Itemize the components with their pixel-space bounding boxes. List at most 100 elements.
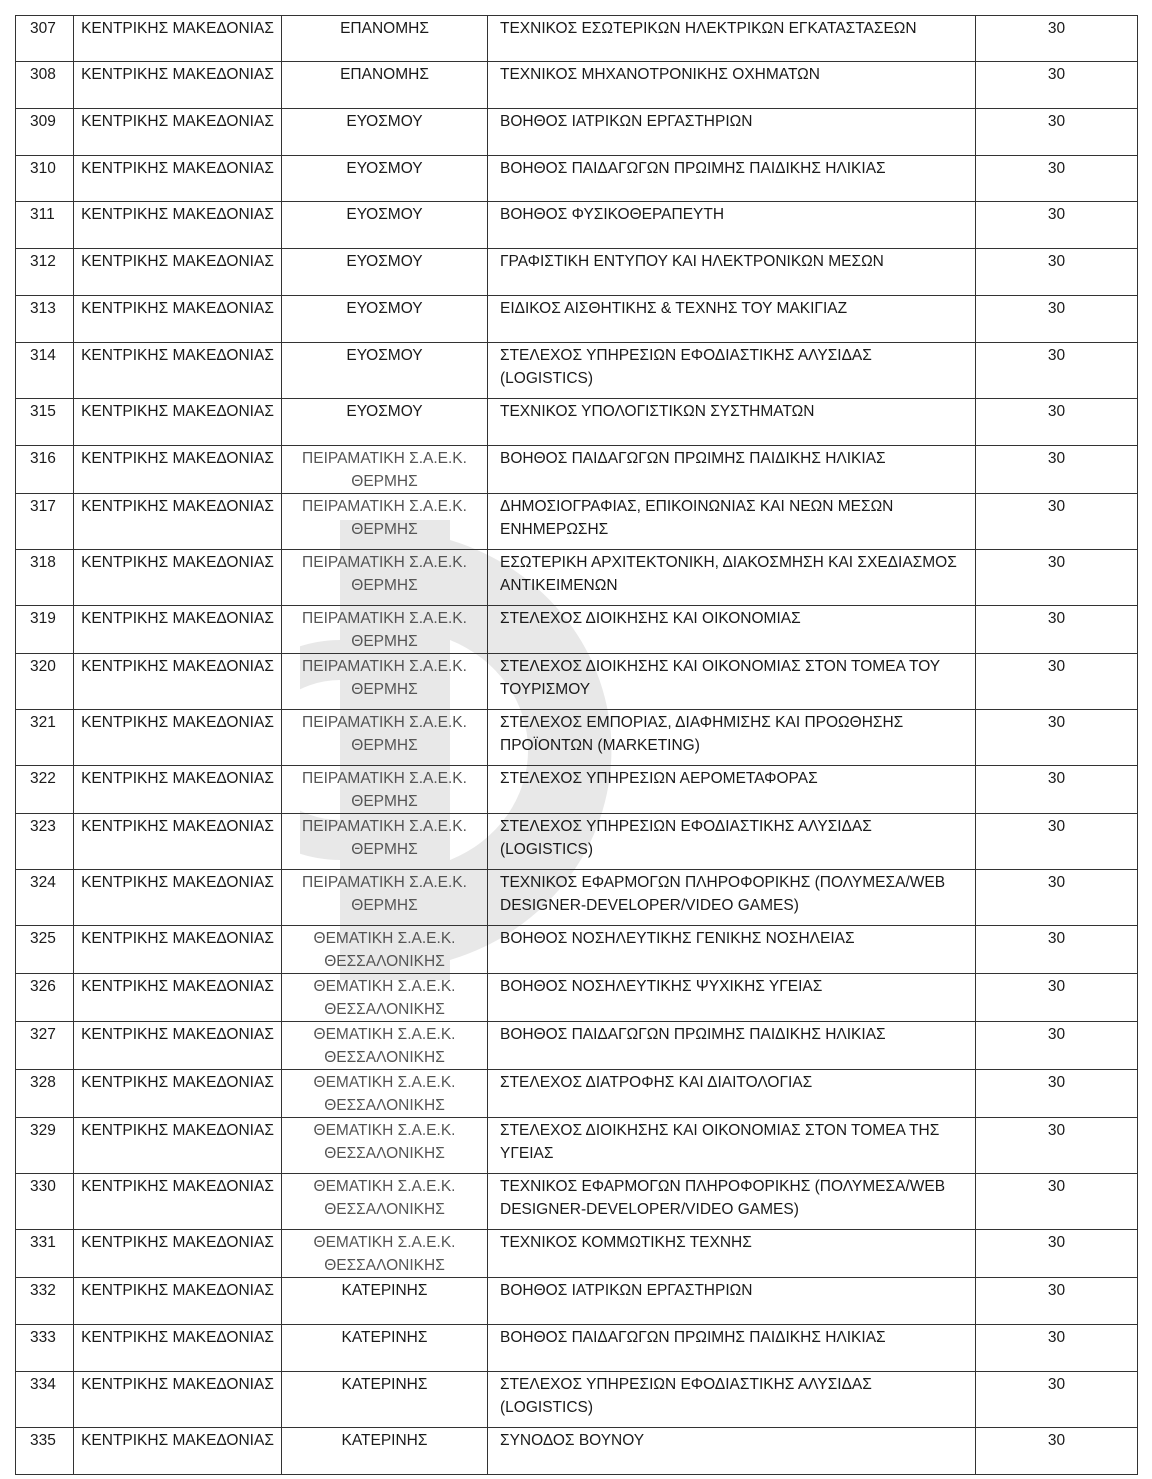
seats-cell: 30 — [975, 155, 1138, 202]
seats-cell: 30 — [975, 1324, 1138, 1372]
row-number: 329 — [15, 1117, 74, 1174]
table-row: 323 ΚΕΝΤΡΙΚΗΣ ΜΑΚΕΔΟΝΙΑΣ ΠΕΙΡΑΜΑΤΙΚΗ Σ.Α.Ε… — [15, 813, 1138, 870]
seats-cell: 30 — [975, 765, 1138, 814]
specialty-cell: ΕΙΔΙΚΟΣ ΑΙΣΘΗΤΙΚΗΣ & ΤΕΧΝΗΣ ΤΟΥ ΜΑΚΙΓΙΑΖ — [487, 295, 976, 343]
region-cell: ΚΕΝΤΡΙΚΗΣ ΜΑΚΕΔΟΝΙΑΣ — [73, 1229, 282, 1278]
school-cell: ΚΑΤΕΡΙΝΗΣ — [281, 1277, 488, 1325]
region-cell: ΚΕΝΤΡΙΚΗΣ ΜΑΚΕΔΟΝΙΑΣ — [73, 709, 282, 766]
school-cell: ΠΕΙΡΑΜΑΤΙΚΗ Σ.Α.Ε.Κ. ΘΕΡΜΗΣ — [281, 549, 488, 606]
region-cell: ΚΕΝΤΡΙΚΗΣ ΜΑΚΕΔΟΝΙΑΣ — [73, 765, 282, 814]
school-cell: ΕΥΟΣΜΟΥ — [281, 155, 488, 202]
row-number: 327 — [15, 1021, 74, 1070]
row-number: 333 — [15, 1324, 74, 1372]
seats-cell: 30 — [975, 925, 1138, 974]
school-cell: ΘΕΜΑΤΙΚΗ Σ.Α.Ε.Κ. ΘΕΣΣΑΛΟΝΙΚΗΣ — [281, 925, 488, 974]
table-row: 307 ΚΕΝΤΡΙΚΗΣ ΜΑΚΕΔΟΝΙΑΣ ΕΠΑΝΟΜΗΣ ΤΕΧΝΙΚΟΣ … — [15, 15, 1138, 62]
specialty-cell: ΒΟΗΘΟΣ ΠΑΙΔΑΓΩΓΩΝ ΠΡΩΙΜΗΣ ΠΑΙΔΙΚΗΣ ΗΛΙΚΙ… — [487, 445, 976, 494]
seats-cell: 30 — [975, 1427, 1138, 1475]
school-cell: ΚΑΤΕΡΙΝΗΣ — [281, 1324, 488, 1372]
row-number: 334 — [15, 1371, 74, 1428]
seats-cell: 30 — [975, 1117, 1138, 1174]
region-cell: ΚΕΝΤΡΙΚΗΣ ΜΑΚΕΔΟΝΙΑΣ — [73, 973, 282, 1022]
specialty-cell: ΣΤΕΛΕΧΟΣ ΥΠΗΡΕΣΙΩΝ ΑΕΡΟΜΕΤΑΦΟΡΑΣ — [487, 765, 976, 814]
region-cell: ΚΕΝΤΡΙΚΗΣ ΜΑΚΕΔΟΝΙΑΣ — [73, 1021, 282, 1070]
seats-cell: 30 — [975, 15, 1138, 62]
specialty-cell: ΣΤΕΛΕΧΟΣ ΔΙΟΙΚΗΣΗΣ ΚΑΙ ΟΙΚΟΝΟΜΙΑΣ ΣΤΟΝ Τ… — [487, 653, 976, 710]
school-cell: ΕΥΟΣΜΟΥ — [281, 398, 488, 446]
region-cell: ΚΕΝΤΡΙΚΗΣ ΜΑΚΕΔΟΝΙΑΣ — [73, 1277, 282, 1325]
specialty-cell: ΒΟΗΘΟΣ ΙΑΤΡΙΚΩΝ ΕΡΓΑΣΤΗΡΙΩΝ — [487, 108, 976, 156]
row-number: 317 — [15, 493, 74, 550]
specialty-cell: ΒΟΗΘΟΣ ΠΑΙΔΑΓΩΓΩΝ ΠΡΩΙΜΗΣ ΠΑΙΔΙΚΗΣ ΗΛΙΚΙ… — [487, 155, 976, 202]
school-cell: ΕΥΟΣΜΟΥ — [281, 342, 488, 399]
school-cell: ΕΥΟΣΜΟΥ — [281, 295, 488, 343]
row-number: 330 — [15, 1173, 74, 1230]
seats-cell: 30 — [975, 973, 1138, 1022]
table-row: 317 ΚΕΝΤΡΙΚΗΣ ΜΑΚΕΔΟΝΙΑΣ ΠΕΙΡΑΜΑΤΙΚΗ Σ.Α.Ε… — [15, 493, 1138, 550]
table-row: 308 ΚΕΝΤΡΙΚΗΣ ΜΑΚΕΔΟΝΙΑΣ ΕΠΑΝΟΜΗΣ ΤΕΧΝΙΚΟΣ … — [15, 61, 1138, 109]
region-cell: ΚΕΝΤΡΙΚΗΣ ΜΑΚΕΔΟΝΙΑΣ — [73, 549, 282, 606]
school-cell: ΕΠΑΝΟΜΗΣ — [281, 15, 488, 62]
specialty-cell: ΣΤΕΛΕΧΟΣ ΥΠΗΡΕΣΙΩΝ ΕΦΟΔΙΑΣΤΙΚΗΣ ΑΛΥΣΙΔΑΣ… — [487, 813, 976, 870]
school-cell: ΕΥΟΣΜΟΥ — [281, 108, 488, 156]
row-number: 321 — [15, 709, 74, 766]
region-cell: ΚΕΝΤΡΙΚΗΣ ΜΑΚΕΔΟΝΙΑΣ — [73, 248, 282, 296]
school-cell: ΠΕΙΡΑΜΑΤΙΚΗ Σ.Α.Ε.Κ. ΘΕΡΜΗΣ — [281, 653, 488, 710]
region-cell: ΚΕΝΤΡΙΚΗΣ ΜΑΚΕΔΟΝΙΑΣ — [73, 295, 282, 343]
region-cell: ΚΕΝΤΡΙΚΗΣ ΜΑΚΕΔΟΝΙΑΣ — [73, 108, 282, 156]
region-cell: ΚΕΝΤΡΙΚΗΣ ΜΑΚΕΔΟΝΙΑΣ — [73, 653, 282, 710]
specialty-cell: ΒΟΗΘΟΣ ΙΑΤΡΙΚΩΝ ΕΡΓΑΣΤΗΡΙΩΝ — [487, 1277, 976, 1325]
school-cell: ΚΑΤΕΡΙΝΗΣ — [281, 1427, 488, 1475]
region-cell: ΚΕΝΤΡΙΚΗΣ ΜΑΚΕΔΟΝΙΑΣ — [73, 155, 282, 202]
seats-cell: 30 — [975, 201, 1138, 249]
specialty-cell: ΣΤΕΛΕΧΟΣ ΔΙΟΙΚΗΣΗΣ ΚΑΙ ΟΙΚΟΝΟΜΙΑΣ — [487, 605, 976, 654]
region-cell: ΚΕΝΤΡΙΚΗΣ ΜΑΚΕΔΟΝΙΑΣ — [73, 61, 282, 109]
table-row: 310 ΚΕΝΤΡΙΚΗΣ ΜΑΚΕΔΟΝΙΑΣ ΕΥΟΣΜΟΥ ΒΟΗΘΟΣ ΠΑΙ… — [15, 155, 1138, 202]
table-row: 330 ΚΕΝΤΡΙΚΗΣ ΜΑΚΕΔΟΝΙΑΣ ΘΕΜΑΤΙΚΗ Σ.Α.Ε.Κ.… — [15, 1173, 1138, 1230]
seats-cell: 30 — [975, 869, 1138, 926]
row-number: 325 — [15, 925, 74, 974]
region-cell: ΚΕΝΤΡΙΚΗΣ ΜΑΚΕΔΟΝΙΑΣ — [73, 1371, 282, 1428]
row-number: 320 — [15, 653, 74, 710]
table-row: 334 ΚΕΝΤΡΙΚΗΣ ΜΑΚΕΔΟΝΙΑΣ ΚΑΤΕΡΙΝΗΣ ΣΤΕΛΕΧΟΣ… — [15, 1371, 1138, 1428]
specialty-cell: ΣΤΕΛΕΧΟΣ ΔΙΟΙΚΗΣΗΣ ΚΑΙ ΟΙΚΟΝΟΜΙΑΣ ΣΤΟΝ Τ… — [487, 1117, 976, 1174]
row-number: 309 — [15, 108, 74, 156]
table-row: 328 ΚΕΝΤΡΙΚΗΣ ΜΑΚΕΔΟΝΙΑΣ ΘΕΜΑΤΙΚΗ Σ.Α.Ε.Κ.… — [15, 1069, 1138, 1118]
row-number: 307 — [15, 15, 74, 62]
school-cell: ΚΑΤΕΡΙΝΗΣ — [281, 1371, 488, 1428]
region-cell: ΚΕΝΤΡΙΚΗΣ ΜΑΚΕΔΟΝΙΑΣ — [73, 1173, 282, 1230]
specialty-cell: ΕΣΩΤΕΡΙΚΗ ΑΡΧΙΤΕΚΤΟΝΙΚΗ, ΔΙΑΚΟΣΜΗΣΗ ΚΑΙ … — [487, 549, 976, 606]
specialty-cell: ΣΤΕΛΕΧΟΣ ΔΙΑΤΡΟΦΗΣ ΚΑΙ ΔΙΑΙΤΟΛΟΓΙΑΣ — [487, 1069, 976, 1118]
school-cell: ΠΕΙΡΑΜΑΤΙΚΗ Σ.Α.Ε.Κ. ΘΕΡΜΗΣ — [281, 813, 488, 870]
school-cell: ΠΕΙΡΑΜΑΤΙΚΗ Σ.Α.Ε.Κ. ΘΕΡΜΗΣ — [281, 709, 488, 766]
school-cell: ΘΕΜΑΤΙΚΗ Σ.Α.Ε.Κ. ΘΕΣΣΑΛΟΝΙΚΗΣ — [281, 1117, 488, 1174]
region-cell: ΚΕΝΤΡΙΚΗΣ ΜΑΚΕΔΟΝΙΑΣ — [73, 605, 282, 654]
school-cell: ΕΥΟΣΜΟΥ — [281, 248, 488, 296]
region-cell: ΚΕΝΤΡΙΚΗΣ ΜΑΚΕΔΟΝΙΑΣ — [73, 398, 282, 446]
school-cell: ΕΥΟΣΜΟΥ — [281, 201, 488, 249]
region-cell: ΚΕΝΤΡΙΚΗΣ ΜΑΚΕΔΟΝΙΑΣ — [73, 1427, 282, 1475]
seats-cell: 30 — [975, 653, 1138, 710]
seats-cell: 30 — [975, 108, 1138, 156]
school-cell: ΠΕΙΡΑΜΑΤΙΚΗ Σ.Α.Ε.Κ. ΘΕΡΜΗΣ — [281, 765, 488, 814]
specialty-cell: ΒΟΗΘΟΣ ΠΑΙΔΑΓΩΓΩΝ ΠΡΩΙΜΗΣ ΠΑΙΔΙΚΗΣ ΗΛΙΚΙ… — [487, 1021, 976, 1070]
table-row: 321 ΚΕΝΤΡΙΚΗΣ ΜΑΚΕΔΟΝΙΑΣ ΠΕΙΡΑΜΑΤΙΚΗ Σ.Α.Ε… — [15, 709, 1138, 766]
table-row: 333 ΚΕΝΤΡΙΚΗΣ ΜΑΚΕΔΟΝΙΑΣ ΚΑΤΕΡΙΝΗΣ ΒΟΗΘΟΣ Π… — [15, 1324, 1138, 1372]
specialty-cell: ΣΤΕΛΕΧΟΣ ΥΠΗΡΕΣΙΩΝ ΕΦΟΔΙΑΣΤΙΚΗΣ ΑΛΥΣΙΔΑΣ… — [487, 1371, 976, 1428]
specialty-cell: ΔΗΜΟΣΙΟΓΡΑΦΙΑΣ, ΕΠΙΚΟΙΝΩΝΙΑΣ ΚΑΙ ΝΕΩΝ ΜΕ… — [487, 493, 976, 550]
school-cell: ΠΕΙΡΑΜΑΤΙΚΗ Σ.Α.Ε.Κ. ΘΕΡΜΗΣ — [281, 869, 488, 926]
row-number: 311 — [15, 201, 74, 249]
row-number: 316 — [15, 445, 74, 494]
region-cell: ΚΕΝΤΡΙΚΗΣ ΜΑΚΕΔΟΝΙΑΣ — [73, 1069, 282, 1118]
school-cell: ΘΕΜΑΤΙΚΗ Σ.Α.Ε.Κ. ΘΕΣΣΑΛΟΝΙΚΗΣ — [281, 1021, 488, 1070]
seats-cell: 30 — [975, 248, 1138, 296]
seats-cell: 30 — [975, 709, 1138, 766]
table-row: 312 ΚΕΝΤΡΙΚΗΣ ΜΑΚΕΔΟΝΙΑΣ ΕΥΟΣΜΟΥ ΓΡΑΦΙΣΤΙΚΗ… — [15, 248, 1138, 296]
region-cell: ΚΕΝΤΡΙΚΗΣ ΜΑΚΕΔΟΝΙΑΣ — [73, 1117, 282, 1174]
region-cell: ΚΕΝΤΡΙΚΗΣ ΜΑΚΕΔΟΝΙΑΣ — [73, 869, 282, 926]
seats-cell: 30 — [975, 61, 1138, 109]
seats-cell: 30 — [975, 813, 1138, 870]
specialty-cell: ΒΟΗΘΟΣ ΝΟΣΗΛΕΥΤΙΚΗΣ ΓΕΝΙΚΗΣ ΝΟΣΗΛΕΙΑΣ — [487, 925, 976, 974]
specialty-cell: ΤΕΧΝΙΚΟΣ ΚΟΜΜΩΤΙΚΗΣ ΤΕΧΝΗΣ — [487, 1229, 976, 1278]
specialty-cell: ΣΥΝΟΔΟΣ ΒΟΥΝΟΥ — [487, 1427, 976, 1475]
